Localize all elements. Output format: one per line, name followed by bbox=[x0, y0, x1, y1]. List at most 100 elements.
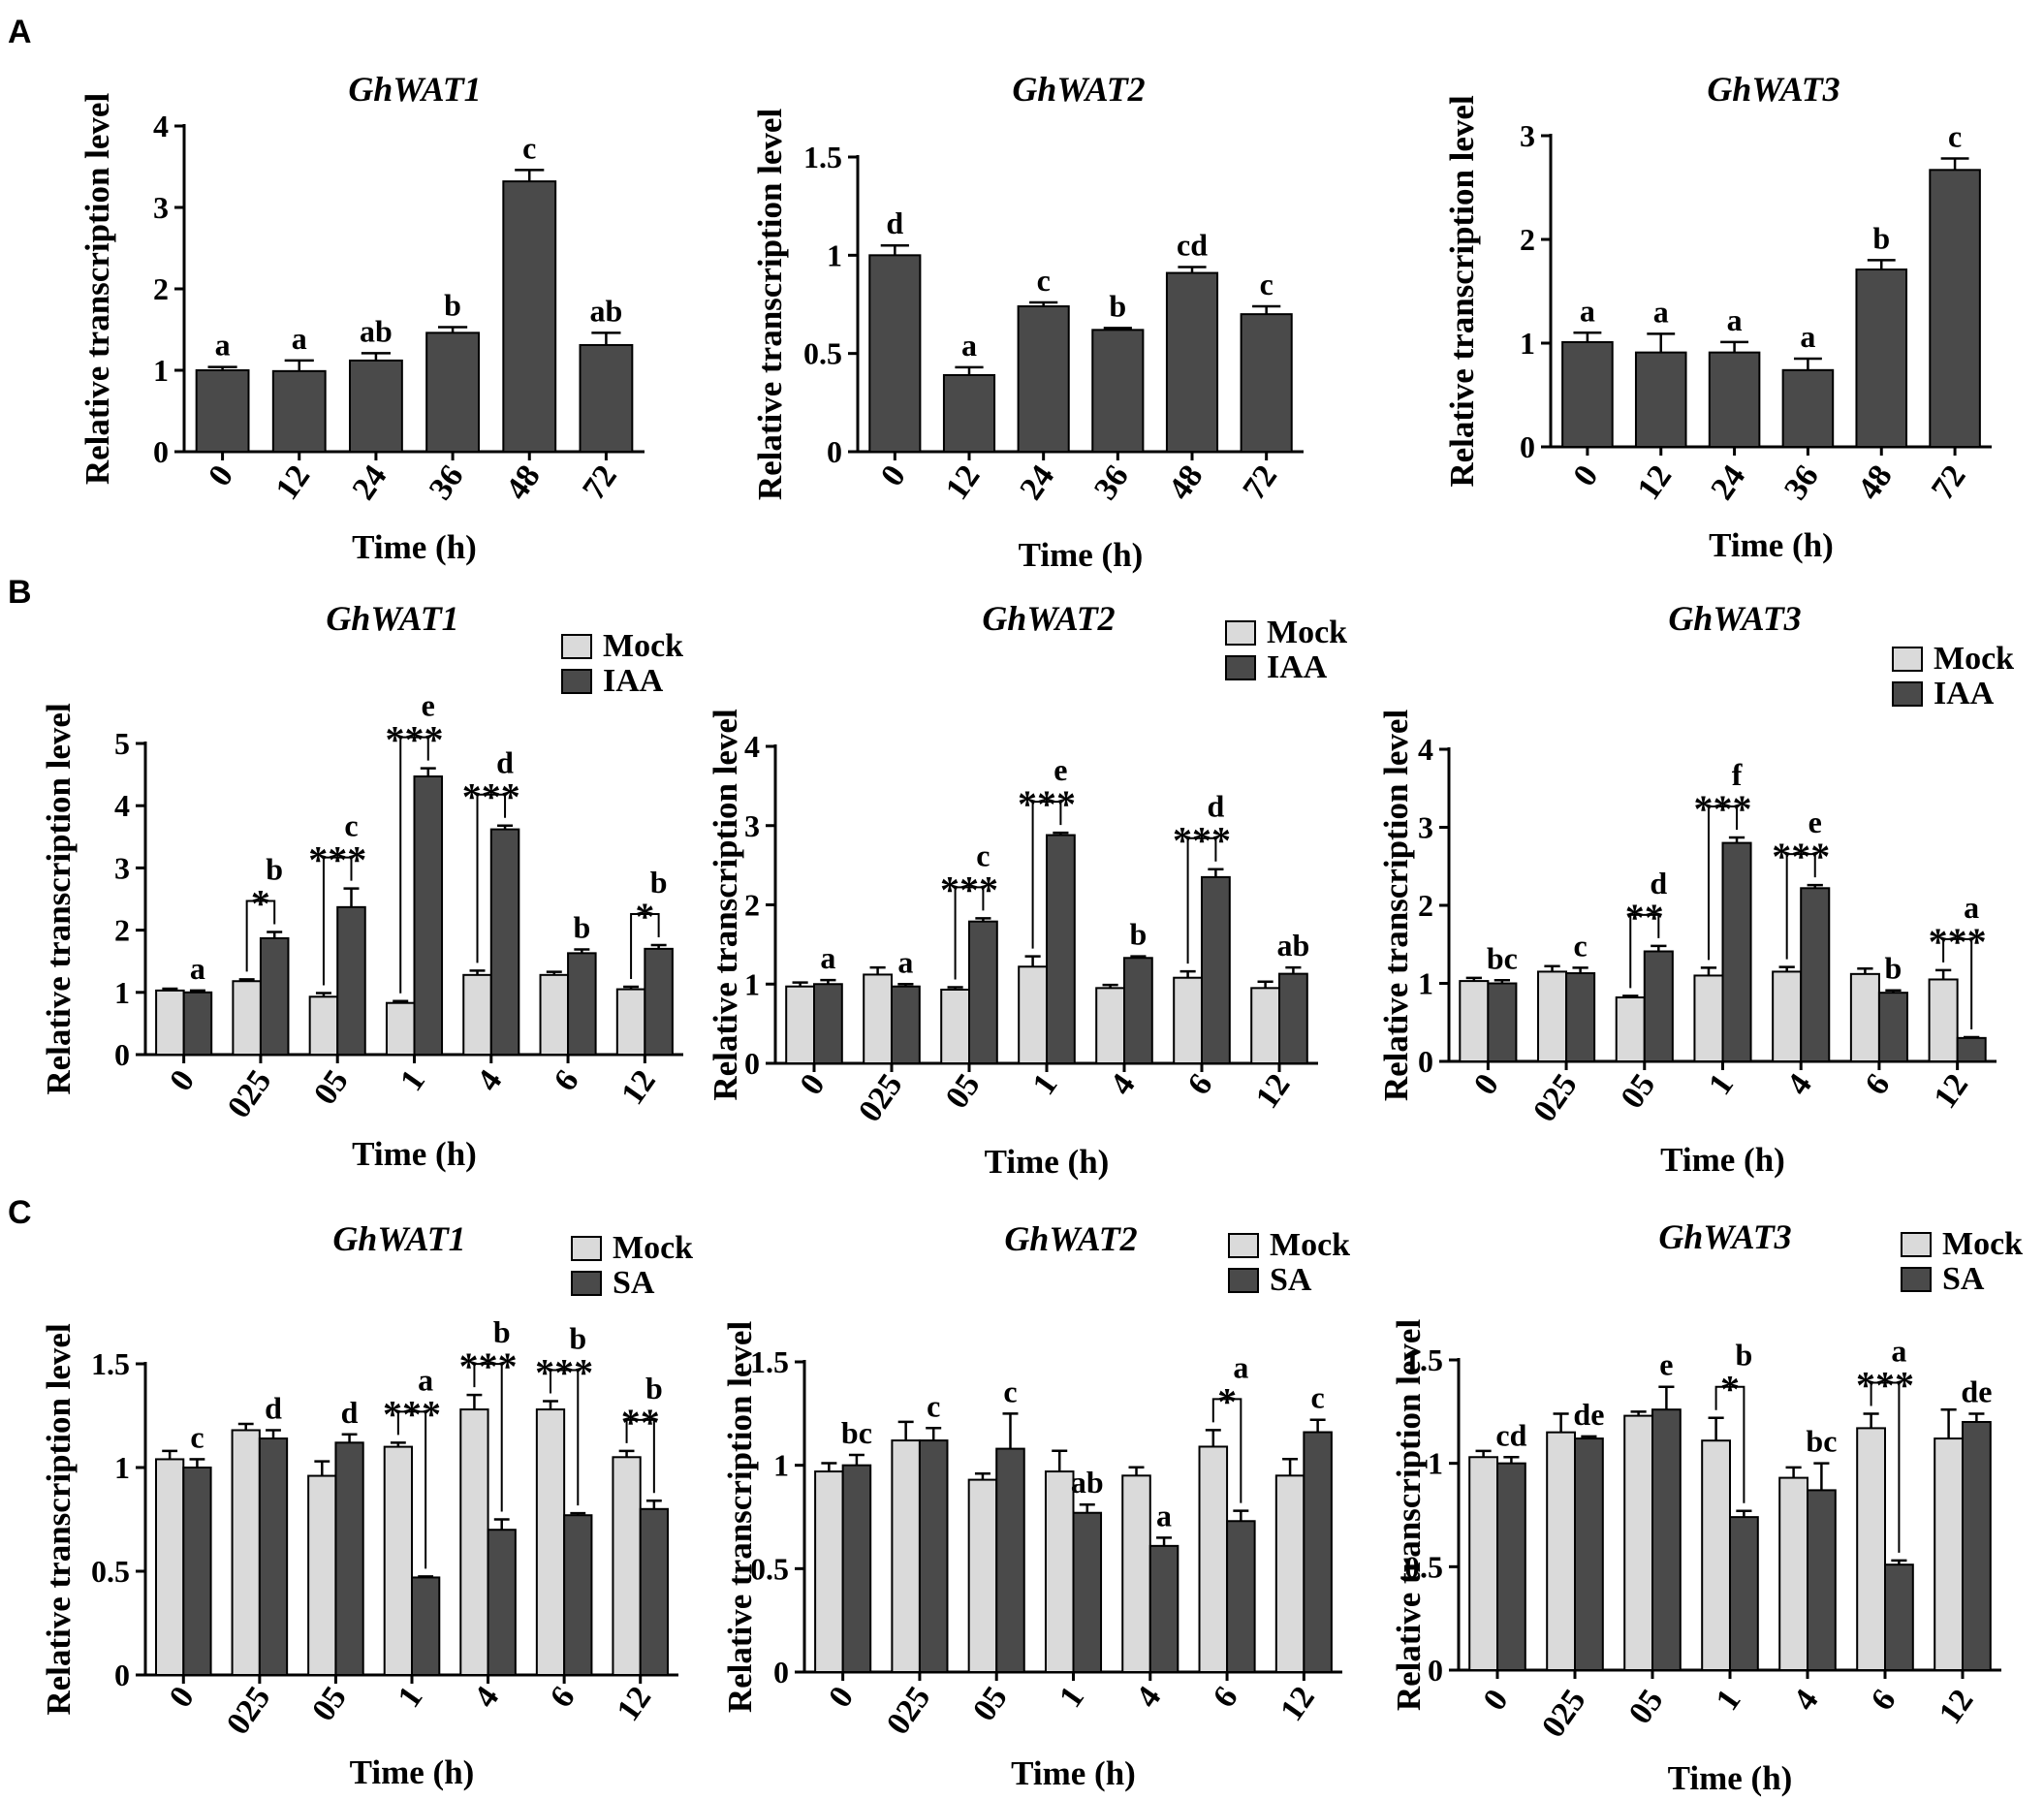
x-tick-label: 6 bbox=[544, 1680, 582, 1714]
bar-iaa bbox=[567, 952, 597, 1056]
group-letter: c bbox=[1573, 928, 1587, 963]
group-letter: a bbox=[1964, 890, 1979, 925]
bar-iaa bbox=[1046, 834, 1076, 1064]
y-axis-label: Relative transcription level bbox=[1443, 95, 1481, 488]
group-letter: a bbox=[820, 940, 835, 975]
significance-stars: *** bbox=[462, 775, 520, 819]
x-tick-label: 1 bbox=[1702, 1067, 1741, 1101]
significance-bracket bbox=[399, 736, 429, 994]
x-tick-label: 0 bbox=[1566, 458, 1605, 492]
x-tick-label: 24 bbox=[1013, 458, 1061, 506]
legend-swatch-sa bbox=[1228, 1268, 1259, 1293]
bar-sa bbox=[841, 1464, 872, 1673]
bar-mock bbox=[462, 973, 492, 1056]
group-letter: b bbox=[1130, 917, 1148, 952]
group-letter: e bbox=[1053, 752, 1067, 787]
group-letter: d bbox=[341, 1395, 359, 1430]
bar-iaa bbox=[1123, 957, 1153, 1065]
x-tick-label: 05 bbox=[939, 1067, 988, 1115]
y-tick-label: 3 bbox=[1520, 118, 1535, 153]
chart-title: GhWAT2 bbox=[982, 599, 1115, 638]
significance-stars: *** bbox=[1173, 819, 1231, 863]
x-tick-label: 025 bbox=[221, 1063, 279, 1124]
bar-mock bbox=[1693, 974, 1724, 1063]
bar-mock bbox=[385, 1001, 416, 1056]
significance-bracket bbox=[1629, 913, 1660, 989]
bar-mock bbox=[308, 995, 339, 1056]
x-tick-label: 1 bbox=[1709, 1683, 1747, 1717]
group-letter: c bbox=[522, 130, 536, 165]
x-tick-label: 36 bbox=[423, 458, 471, 506]
x-tick-label: 24 bbox=[1704, 458, 1752, 506]
y-tick-label: 0.5 bbox=[91, 1554, 130, 1589]
group-letter: d bbox=[1650, 866, 1667, 900]
bar-mock bbox=[1018, 965, 1048, 1065]
group-letter: a bbox=[1727, 302, 1743, 337]
significance-bracket bbox=[1031, 801, 1062, 949]
bar-sa bbox=[1072, 1511, 1103, 1673]
chart-panel-3: GhWAT3 Relative transcription level Time (… bbox=[1443, 70, 1992, 564]
x-tick-label: 4 bbox=[1786, 1683, 1825, 1717]
x-tick-label: 12 bbox=[1630, 458, 1679, 506]
bar-sa bbox=[1962, 1421, 1992, 1671]
x-tick-label: 4 bbox=[1780, 1067, 1819, 1101]
group-letter: c bbox=[1037, 263, 1051, 298]
group-letter: a bbox=[292, 321, 307, 356]
bar-iaa bbox=[891, 985, 921, 1065]
x-axis-label: Time (h) bbox=[352, 528, 477, 566]
bar-value bbox=[349, 359, 403, 454]
x-axis-label: Time (h) bbox=[1668, 1759, 1793, 1797]
x-tick-label: 48 bbox=[499, 458, 548, 506]
bar-mock bbox=[1701, 1439, 1731, 1671]
bar-value bbox=[195, 369, 250, 453]
bar-iaa bbox=[259, 936, 290, 1056]
y-tick-label: 0 bbox=[827, 434, 842, 469]
x-tick-label: 48 bbox=[1162, 458, 1211, 506]
x-tick-label: 025 bbox=[1526, 1067, 1585, 1128]
chart-panel-7: C GhWAT1 Relative transcription level Time … bbox=[8, 1194, 693, 1791]
legend-swatch-mock bbox=[561, 634, 592, 659]
x-tick-label: 48 bbox=[1851, 458, 1900, 506]
bar-iaa bbox=[1877, 992, 1908, 1063]
x-tick-label: 12 bbox=[1933, 1683, 1981, 1730]
bar-iaa bbox=[1201, 875, 1231, 1065]
group-letter: b bbox=[650, 865, 668, 900]
bar-iaa bbox=[813, 983, 843, 1064]
bar-mock bbox=[1623, 1414, 1653, 1671]
significance-bracket bbox=[550, 1369, 580, 1506]
bar-value bbox=[1708, 351, 1761, 449]
bar-mock bbox=[231, 1429, 261, 1676]
bar-iaa bbox=[1721, 841, 1752, 1062]
significance-stars: *** bbox=[535, 1351, 593, 1395]
y-tick-label: 5 bbox=[114, 726, 130, 761]
group-letter: c bbox=[190, 1419, 204, 1454]
group-letter: bc bbox=[841, 1415, 872, 1450]
chart-title: GhWAT3 bbox=[1668, 599, 1801, 638]
y-tick-label: 1.5 bbox=[91, 1346, 130, 1381]
x-tick-label: 025 bbox=[1535, 1683, 1593, 1744]
bar-iaa bbox=[1956, 1036, 1987, 1062]
bar-mock bbox=[940, 988, 971, 1064]
significance-stars: *** bbox=[1929, 920, 1987, 963]
x-tick-label: 72 bbox=[1236, 458, 1284, 506]
bar-value bbox=[1855, 268, 1908, 448]
chart-panel-1: A GhWAT1 Relative transcription level Time … bbox=[8, 14, 645, 566]
x-tick-label: 1 bbox=[391, 1680, 429, 1714]
x-tick-label: 72 bbox=[576, 458, 624, 506]
x-tick-label: 4 bbox=[467, 1680, 506, 1714]
x-tick-label: 12 bbox=[610, 1680, 658, 1727]
group-letter: b bbox=[1109, 288, 1126, 323]
bar-value bbox=[271, 369, 327, 453]
legend-label-mock: Mock bbox=[1267, 615, 1347, 650]
group-letter: d bbox=[1208, 789, 1225, 824]
x-tick-label: 6 bbox=[1858, 1067, 1897, 1101]
chart-title: GhWAT3 bbox=[1707, 70, 1840, 109]
legend-swatch-iaa bbox=[1225, 655, 1256, 680]
legend-swatch-mock bbox=[1901, 1232, 1932, 1257]
y-axis-label: Relative transcription level bbox=[79, 93, 116, 486]
significance-bracket bbox=[1870, 1381, 1901, 1553]
bar-mock bbox=[1468, 1456, 1498, 1672]
significance-stars: *** bbox=[386, 718, 444, 762]
x-tick-label: 12 bbox=[1249, 1067, 1298, 1115]
panel-label: B bbox=[8, 574, 32, 611]
